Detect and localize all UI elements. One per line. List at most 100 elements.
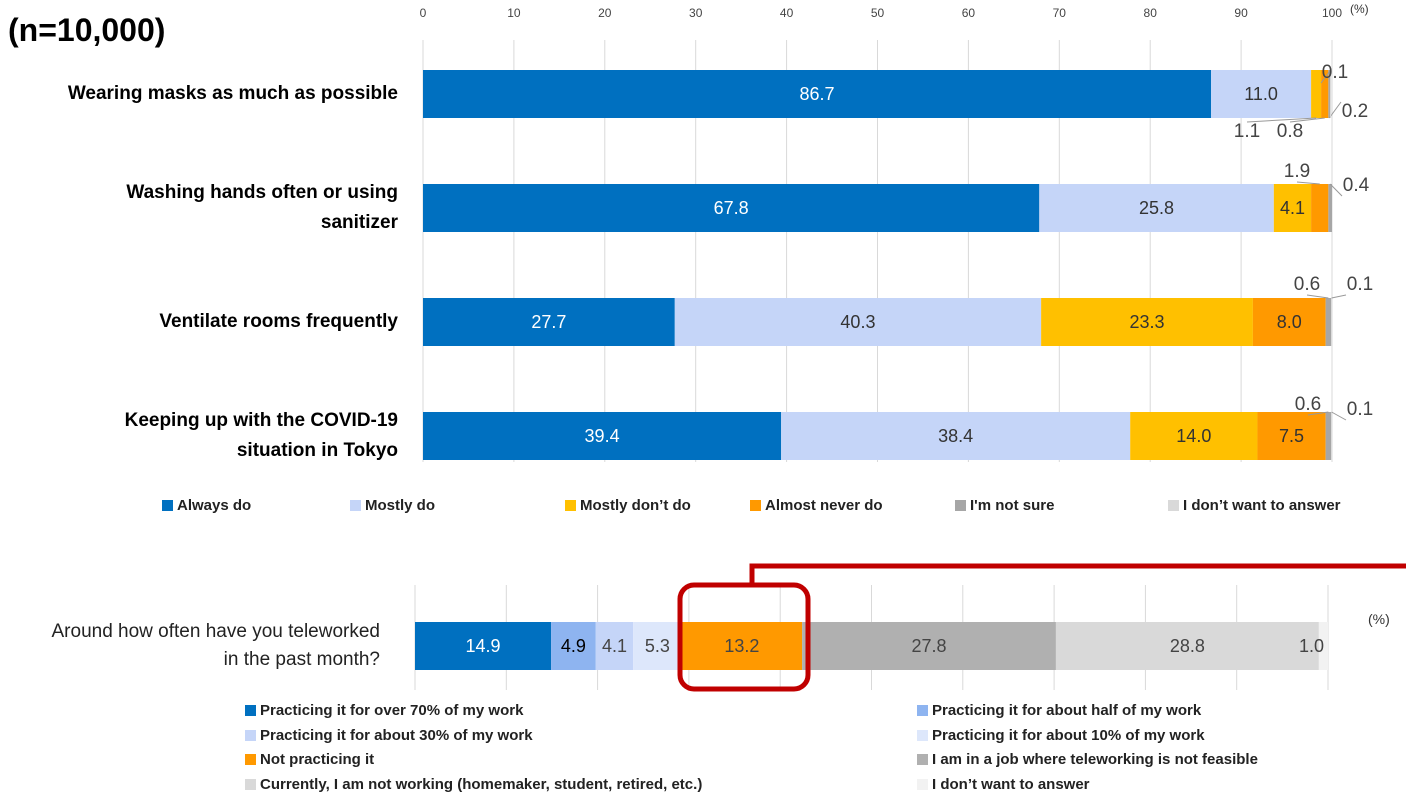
legend-item: Practicing it for about 30% of my work [245, 727, 533, 744]
data-label: 1.9 [1284, 161, 1310, 182]
bar-segment [1041, 298, 1253, 346]
legend-swatch [565, 500, 576, 511]
data-label: 4.1 [1280, 198, 1305, 218]
data-label: 0.4 [1343, 175, 1370, 196]
bar-segment [1211, 70, 1312, 118]
legend-swatch [162, 500, 173, 511]
data-label: 28.8 [1170, 636, 1205, 656]
leader-line [1306, 294, 1329, 299]
bar-segment [1330, 70, 1332, 118]
category-label: Ventilate rooms frequently [159, 311, 398, 332]
x-unit: (%) [1368, 611, 1390, 627]
bar-segment [423, 70, 1212, 118]
x-tick-label: 40 [780, 6, 794, 20]
leader-line [1289, 117, 1325, 123]
data-label: 4.1 [602, 636, 627, 656]
highlight-box [677, 582, 811, 692]
data-label: 23.3 [1129, 312, 1164, 332]
bar-segment [415, 622, 552, 670]
legend-swatch [750, 500, 761, 511]
data-label: 86.7 [800, 84, 835, 104]
legend-item: Almost never do [750, 497, 883, 514]
bar-segment [1055, 622, 1319, 670]
legend-swatch [245, 778, 256, 790]
data-label: 14.9 [465, 636, 500, 656]
x-tick-label: 10 [507, 6, 521, 20]
bar-segment [1331, 298, 1332, 346]
bar-segment [681, 622, 803, 670]
bar-segment [1325, 412, 1332, 460]
leader-line [1331, 294, 1347, 299]
category-label: Wearing masks as much as possible [67, 83, 398, 104]
leader-line [1307, 411, 1329, 416]
x-tick-label: 0 [420, 6, 427, 20]
x-unit: (%) [1350, 2, 1369, 16]
leader-line [1328, 101, 1342, 119]
legend-swatch [245, 754, 256, 765]
legend-item: Practicing it for over 70% of my work [245, 702, 523, 719]
chart-title: (n=10,000) [8, 12, 166, 48]
legend-swatch [917, 729, 928, 741]
x-tick-label: 20 [598, 6, 612, 20]
data-label: 5.3 [645, 636, 670, 656]
data-label: 4.9 [561, 636, 586, 656]
legend-item: Mostly do [350, 497, 435, 514]
x-tick-label: 80 [1144, 6, 1158, 20]
data-label: 7.5 [1279, 426, 1304, 446]
data-label: 38.4 [938, 426, 973, 446]
bar-segment [423, 298, 675, 346]
bar-segment [802, 622, 1056, 670]
bar-segment [781, 412, 1131, 460]
bar-segment [1252, 298, 1326, 346]
legend-swatch [917, 778, 928, 790]
bar-segment [595, 622, 634, 670]
legend-item: I don’t want to answer [917, 776, 1090, 793]
legend-item: Always do [162, 497, 251, 514]
data-label: 14.0 [1176, 426, 1211, 446]
legend-swatch [350, 500, 361, 511]
bar-segment [1130, 412, 1258, 460]
leader-line [1331, 411, 1347, 421]
legend-swatch [245, 705, 256, 716]
bar-segment [1257, 412, 1326, 460]
bar-segment [1039, 184, 1274, 232]
highlight-line [749, 563, 1406, 585]
data-label: 40.3 [840, 312, 875, 332]
legend-swatch [955, 500, 966, 511]
data-label: 0.1 [1322, 62, 1348, 83]
bar-segment [1328, 70, 1331, 118]
data-label: 0.8 [1277, 121, 1303, 142]
legend-item: Practicing it for about half of my work [917, 702, 1201, 719]
leader-line [1320, 69, 1332, 84]
x-tick-label: 30 [689, 6, 703, 20]
data-label: 0.2 [1342, 101, 1368, 122]
x-tick-label: 100 [1322, 6, 1342, 20]
data-label: 13.2 [724, 636, 759, 656]
bar-segment [674, 298, 1042, 346]
x-tick-label: 50 [871, 6, 885, 20]
legend-swatch [917, 754, 928, 765]
data-label: 1.1 [1234, 121, 1260, 142]
legend-swatch [245, 729, 256, 741]
data-label: 27.7 [531, 312, 566, 332]
x-tick-label: 60 [962, 6, 976, 20]
data-label: 8.0 [1277, 312, 1302, 332]
data-label: 25.8 [1139, 198, 1174, 218]
bar-segment [1328, 184, 1332, 232]
data-label: 0.1 [1347, 399, 1373, 420]
data-label: 27.8 [911, 636, 946, 656]
leader-line [1246, 117, 1317, 123]
category-label: Keeping up with the COVID-19 situation i… [124, 410, 398, 461]
bar-segment [633, 622, 682, 670]
legend-item: I don’t want to answer [1168, 497, 1341, 514]
leader-line [1296, 181, 1320, 185]
data-label: 1.0 [1299, 636, 1324, 656]
legend-item: Mostly don’t do [565, 497, 691, 514]
legend-item: I am in a job where teleworking is not f… [917, 751, 1258, 768]
bar-segment [1318, 622, 1328, 670]
bar-segment [423, 184, 1040, 232]
data-label: 11.0 [1244, 84, 1278, 104]
legend-swatch [1168, 500, 1179, 511]
bar-segment [423, 412, 782, 460]
